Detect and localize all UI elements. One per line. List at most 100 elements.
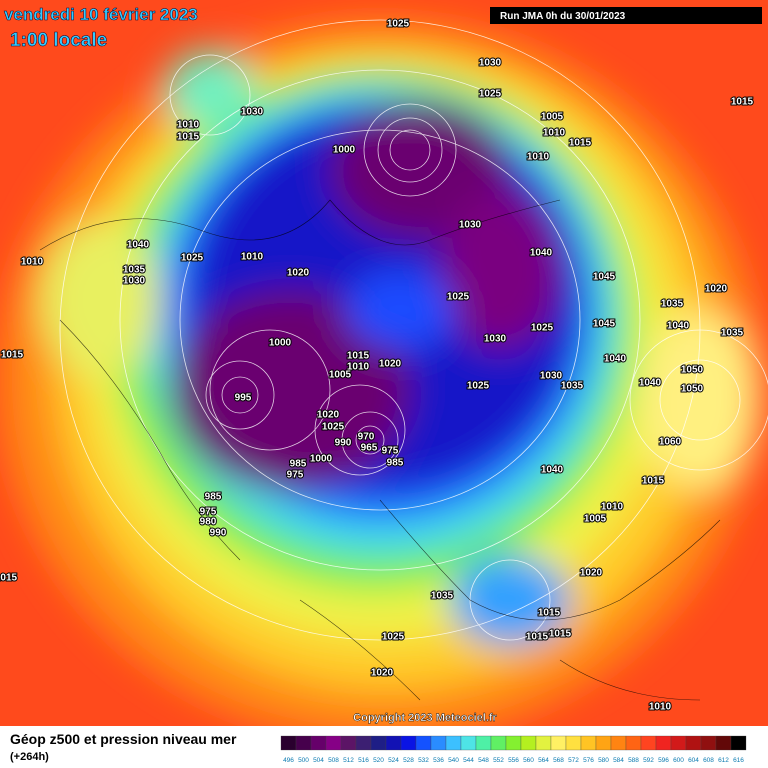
scale-swatch [505, 735, 522, 751]
scale-label: 600 [673, 757, 684, 764]
scale-label: 536 [433, 757, 444, 764]
isobar-label: 1010 [601, 502, 624, 513]
scale-label: 604 [688, 757, 699, 764]
isobar-label: 1015 [642, 476, 665, 487]
color-scale: 496 500 504 508 512 516 520 524 528 532 536 540 544 5… [280, 735, 747, 764]
isobar-label: 1025 [387, 19, 410, 30]
isobar-label: 1040 [530, 248, 553, 259]
isobar-label: 1000 [333, 145, 356, 156]
isobar-label: 1010 [543, 128, 566, 139]
isobar-label: 975 [200, 507, 217, 518]
scale-swatch [640, 735, 657, 751]
scale-swatch [445, 735, 462, 751]
isobar-label: 1025 [382, 632, 405, 643]
isobar-label: 1025 [181, 253, 204, 264]
isobar-label: 1025 [447, 292, 470, 303]
scale-label: 556 [508, 757, 519, 764]
scale-swatch [655, 735, 672, 751]
scale-label: 564 [538, 757, 549, 764]
scale-swatch [430, 735, 447, 751]
scale-swatch [475, 735, 492, 751]
isobar-label: 1010 [21, 257, 44, 268]
scale-swatch [610, 735, 627, 751]
isobar-label: 1060 [659, 437, 682, 448]
scale-swatch [340, 735, 357, 751]
time: 1:00 locale [10, 30, 107, 51]
isobar-label: 1015 [569, 138, 592, 149]
scale-label: 520 [373, 757, 384, 764]
isobar-labels: 1025103010251030101010151015100510101015… [0, 18, 755, 714]
scale-swatch [565, 735, 582, 751]
isobar-label: 990 [335, 438, 352, 449]
scale-swatch [535, 735, 552, 751]
scale-label: 540 [448, 757, 459, 764]
isobar-label: 980 [200, 517, 217, 528]
isobar-label: 990 [210, 528, 227, 539]
scale-swatch [685, 735, 702, 751]
scale-label: 504 [313, 757, 324, 764]
isobar-label: 985 [205, 492, 222, 503]
isobar-label: 975 [382, 446, 399, 457]
footer-title: Géop z500 et pression niveau mer [10, 731, 237, 747]
date: vendredi 10 février 2023 [4, 5, 198, 24]
isobar-label: 1020 [705, 284, 728, 295]
isobar-label: 1005 [541, 112, 564, 123]
isobar-label: 1050 [681, 384, 704, 395]
run-box [490, 7, 762, 24]
isobar-label: 1030 [459, 220, 482, 231]
isobar-label: 1005 [584, 514, 607, 525]
scale-label: 576 [583, 757, 594, 764]
isobar-label: 1050 [681, 365, 704, 376]
isobar-label: 1035 [123, 265, 146, 276]
scale-swatch [730, 735, 747, 751]
isobar-label: 1040 [541, 465, 564, 476]
isobar-label: 1015 [549, 629, 572, 640]
isobar-label: 1040 [127, 240, 150, 251]
scale-swatch [670, 735, 687, 751]
isobar-label: 1045 [593, 272, 616, 283]
scale-swatch [370, 735, 387, 751]
footer-lead: (+264h) [10, 751, 49, 763]
isobar-label: 1015 [731, 97, 754, 108]
isobar-label: 1045 [593, 319, 616, 330]
isobar-label: 1010 [649, 702, 672, 713]
scale-label: 596 [658, 757, 669, 764]
isobar-label: 985 [387, 458, 404, 469]
isobar-label: 1030 [123, 276, 146, 287]
scale-label: 580 [598, 757, 609, 764]
scale-label: 572 [568, 757, 579, 764]
scale-swatch [595, 735, 612, 751]
isobar-label: 1000 [269, 338, 292, 349]
scale-swatch [715, 735, 732, 751]
scale-label: 496 [283, 757, 294, 764]
scale-swatch [490, 735, 507, 751]
scale-label: 508 [328, 757, 339, 764]
map-field: 1025103010251030101010151015100510101015… [0, 0, 768, 726]
isobar-label: 1035 [661, 299, 684, 310]
scale-swatch [520, 735, 537, 751]
isobar-label: 1020 [371, 668, 394, 679]
isobar-label: 1040 [639, 378, 662, 389]
isobar-label: 1025 [467, 381, 490, 392]
scale-label: 584 [613, 757, 624, 764]
isobar-label: 1010 [177, 120, 200, 131]
scale-label: 524 [388, 757, 399, 764]
isobar-label: 1015 [538, 608, 561, 619]
scale-swatch [415, 735, 432, 751]
scale-label: 500 [298, 757, 309, 764]
coastlines [39, 199, 721, 701]
isobar-label: 1025 [531, 323, 554, 334]
scale-label: 592 [643, 757, 654, 764]
scale-label: 532 [418, 757, 429, 764]
isobar-label: 1020 [379, 359, 402, 370]
scale-swatch [355, 735, 372, 751]
isobar-label: 1015 [0, 573, 18, 584]
scale-swatch [460, 735, 477, 751]
scale-swatch [310, 735, 327, 751]
scale-swatch [550, 735, 567, 751]
scale-label: 552 [493, 757, 504, 764]
isobar-label: 1020 [287, 268, 310, 279]
scale-label: 612 [718, 757, 729, 764]
